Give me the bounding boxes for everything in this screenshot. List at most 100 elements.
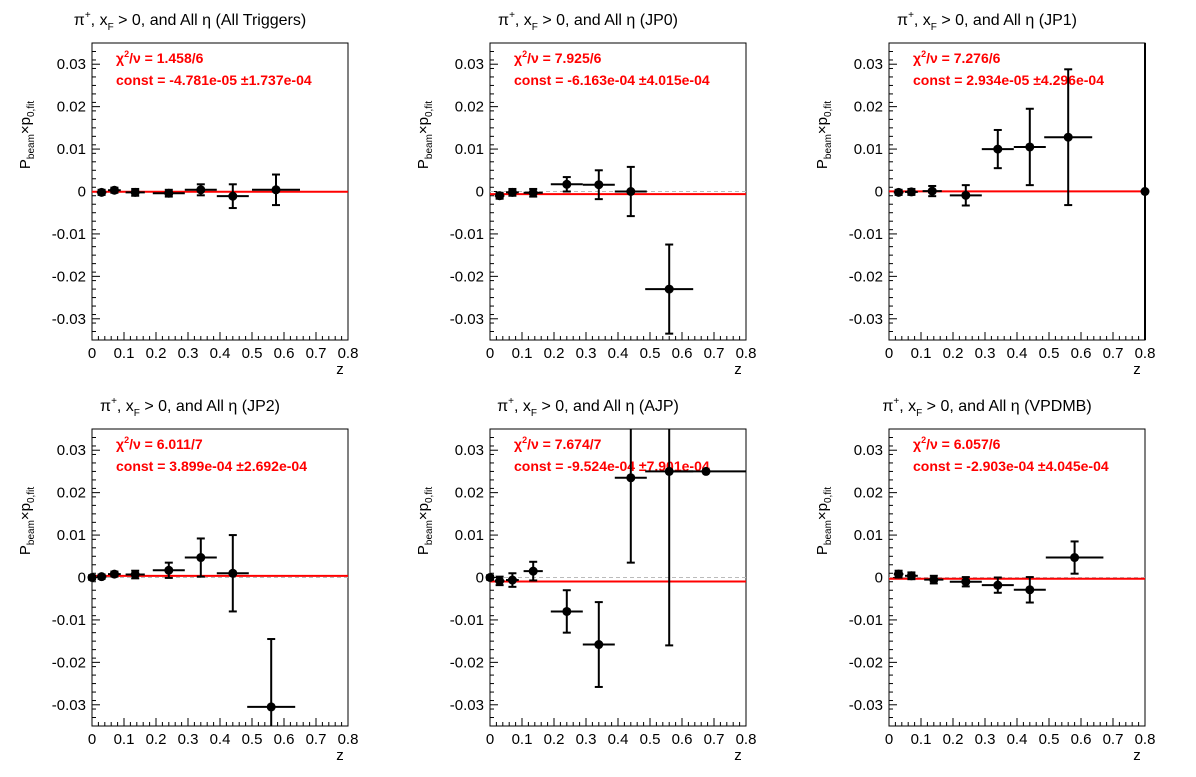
- title-mid: , x: [91, 12, 108, 29]
- data-point: [196, 553, 206, 563]
- title-pi: π: [74, 12, 85, 29]
- title-pi: π: [100, 398, 111, 415]
- x-tick-label: 0.6: [274, 345, 295, 362]
- y-tick-label: -0.03: [52, 311, 86, 328]
- data-point: [594, 180, 604, 190]
- data-point-group: [905, 571, 918, 581]
- data-point-group: [893, 569, 904, 579]
- y-tick-label: -0.01: [52, 226, 86, 243]
- data-point: [228, 191, 238, 201]
- x-tick-label: 0: [88, 345, 96, 362]
- data-point-group: [1044, 68, 1093, 207]
- data-point: [664, 284, 674, 294]
- y-tick-label: 0: [476, 570, 484, 587]
- y-tick-label: -0.03: [849, 697, 883, 714]
- data-point: [626, 473, 636, 483]
- title-mid: , x: [515, 12, 532, 29]
- data-point: [894, 187, 904, 197]
- data-point-group: [125, 187, 145, 197]
- data-point-group: [550, 589, 583, 634]
- data-point: [507, 187, 517, 197]
- x-tick-label: 0.8: [338, 345, 359, 362]
- x-tick-label: 0.4: [210, 731, 231, 748]
- y-axis-label-main: P: [415, 545, 432, 555]
- stats-const: const = -4.781e-05 ±1.737e-04: [116, 72, 312, 88]
- y-axis-label-sub: beam: [823, 134, 834, 159]
- y-tick-label: 0.01: [57, 141, 86, 158]
- x-axis-label: z: [1133, 361, 1141, 378]
- x-tick-label: 0.5: [242, 731, 263, 748]
- title-mid: , x: [514, 398, 531, 415]
- x-tick-label: 0.1: [114, 731, 135, 748]
- y-axis-label: Pbeam×p0,fit: [17, 101, 37, 169]
- data-point: [993, 144, 1003, 154]
- chart-title: π+, xF > 0, and All η (VPDMB): [882, 396, 1091, 419]
- title-post: > 0, and All η (JP2): [140, 398, 280, 415]
- x-tick-label: 0.4: [1007, 731, 1028, 748]
- x-tick-label: 0.5: [1039, 345, 1060, 362]
- data-point: [109, 185, 119, 195]
- y-tick-label: 0.03: [57, 442, 86, 459]
- title-mid: , x: [117, 398, 134, 415]
- title-post: > 0, and All η (JP1): [937, 12, 1077, 29]
- stats-chi2-value: /ν = 7.925/6: [527, 50, 602, 66]
- stats-chi-symbol: χ: [514, 436, 522, 452]
- title-pi: π: [498, 12, 509, 29]
- y-tick-label: 0.01: [854, 527, 883, 544]
- chart-panel-3: -0.03 -0.02 -0.01 0 0.01 0.02 0.03 0 0.1 0.2 0.3 0.…: [814, 10, 1155, 378]
- y-tick-label: 0: [875, 570, 883, 587]
- y-tick-label: -0.01: [52, 612, 86, 629]
- y-tick-label: -0.03: [52, 697, 86, 714]
- y-tick-label: 0: [78, 184, 86, 201]
- title-sub: F: [532, 22, 538, 33]
- chart-panel-5: -0.03 -0.02 -0.01 0 0.01 0.02 0.03 0 0.1 0.2 0.3 0.…: [415, 396, 756, 764]
- y-tick-label: 0.03: [455, 442, 484, 459]
- x-tick-label: 0.2: [146, 731, 167, 748]
- stats-chi-symbol: χ: [913, 50, 921, 66]
- data-point: [562, 179, 572, 189]
- data-point: [130, 570, 140, 580]
- chart-panel-2: -0.03 -0.02 -0.01 0 0.01 0.02 0.03 0 0.1 0.2 0.3 0.…: [415, 10, 756, 378]
- data-point-group: [949, 576, 982, 588]
- data-point-group: [523, 187, 543, 198]
- data-point-group: [523, 560, 543, 582]
- stats-chi2-value: /ν = 6.011/7: [129, 436, 203, 452]
- y-tick-label: 0.01: [455, 527, 484, 544]
- y-tick-label: 0.01: [854, 141, 883, 158]
- stats-chi-sup: 2: [522, 49, 527, 59]
- x-tick-label: 0: [486, 345, 494, 362]
- data-point-group: [905, 187, 918, 197]
- data-point: [495, 576, 505, 586]
- y-tick-label: 0.02: [57, 485, 86, 502]
- stats-chi2-value: /ν = 7.276/6: [926, 50, 1001, 66]
- x-axis-label: z: [734, 361, 742, 378]
- stats-const: const = -2.903e-04 ±4.045e-04: [913, 458, 1109, 474]
- data-point-group: [216, 183, 249, 210]
- data-point: [164, 565, 174, 575]
- title-pi: π: [897, 12, 908, 29]
- y-axis-label: Pbeam×p0,fit: [814, 101, 834, 169]
- stats-chi2: χ2/ν = 6.057/6: [913, 435, 1001, 452]
- stats-const: const = -9.524e-04 ±7.901e-04: [514, 458, 710, 474]
- x-tick-label: 0.2: [544, 345, 565, 362]
- data-point-group: [1013, 107, 1046, 187]
- x-tick-label: 0.1: [114, 345, 135, 362]
- data-point-group: [96, 187, 107, 197]
- stats-chi-sup: 2: [921, 435, 926, 445]
- data-point-group: [614, 165, 647, 218]
- x-tick-label: 0.1: [911, 345, 932, 362]
- title-post: > 0, and All η (JP0): [538, 12, 678, 29]
- chart-title: π+, xF > 0, and All η (AJP): [497, 396, 679, 419]
- x-tick-label: 0: [885, 731, 893, 748]
- data-point-group: [252, 173, 300, 207]
- data-point-group: [247, 638, 296, 726]
- data-point-group: [1013, 576, 1046, 604]
- data-point-group: [550, 176, 583, 193]
- y-tick-label: -0.01: [450, 612, 484, 629]
- x-axis-label: z: [734, 747, 742, 764]
- title-post: > 0, and All η (AJP): [537, 398, 679, 415]
- title-sup: +: [508, 396, 514, 407]
- title-pi: π: [882, 398, 893, 415]
